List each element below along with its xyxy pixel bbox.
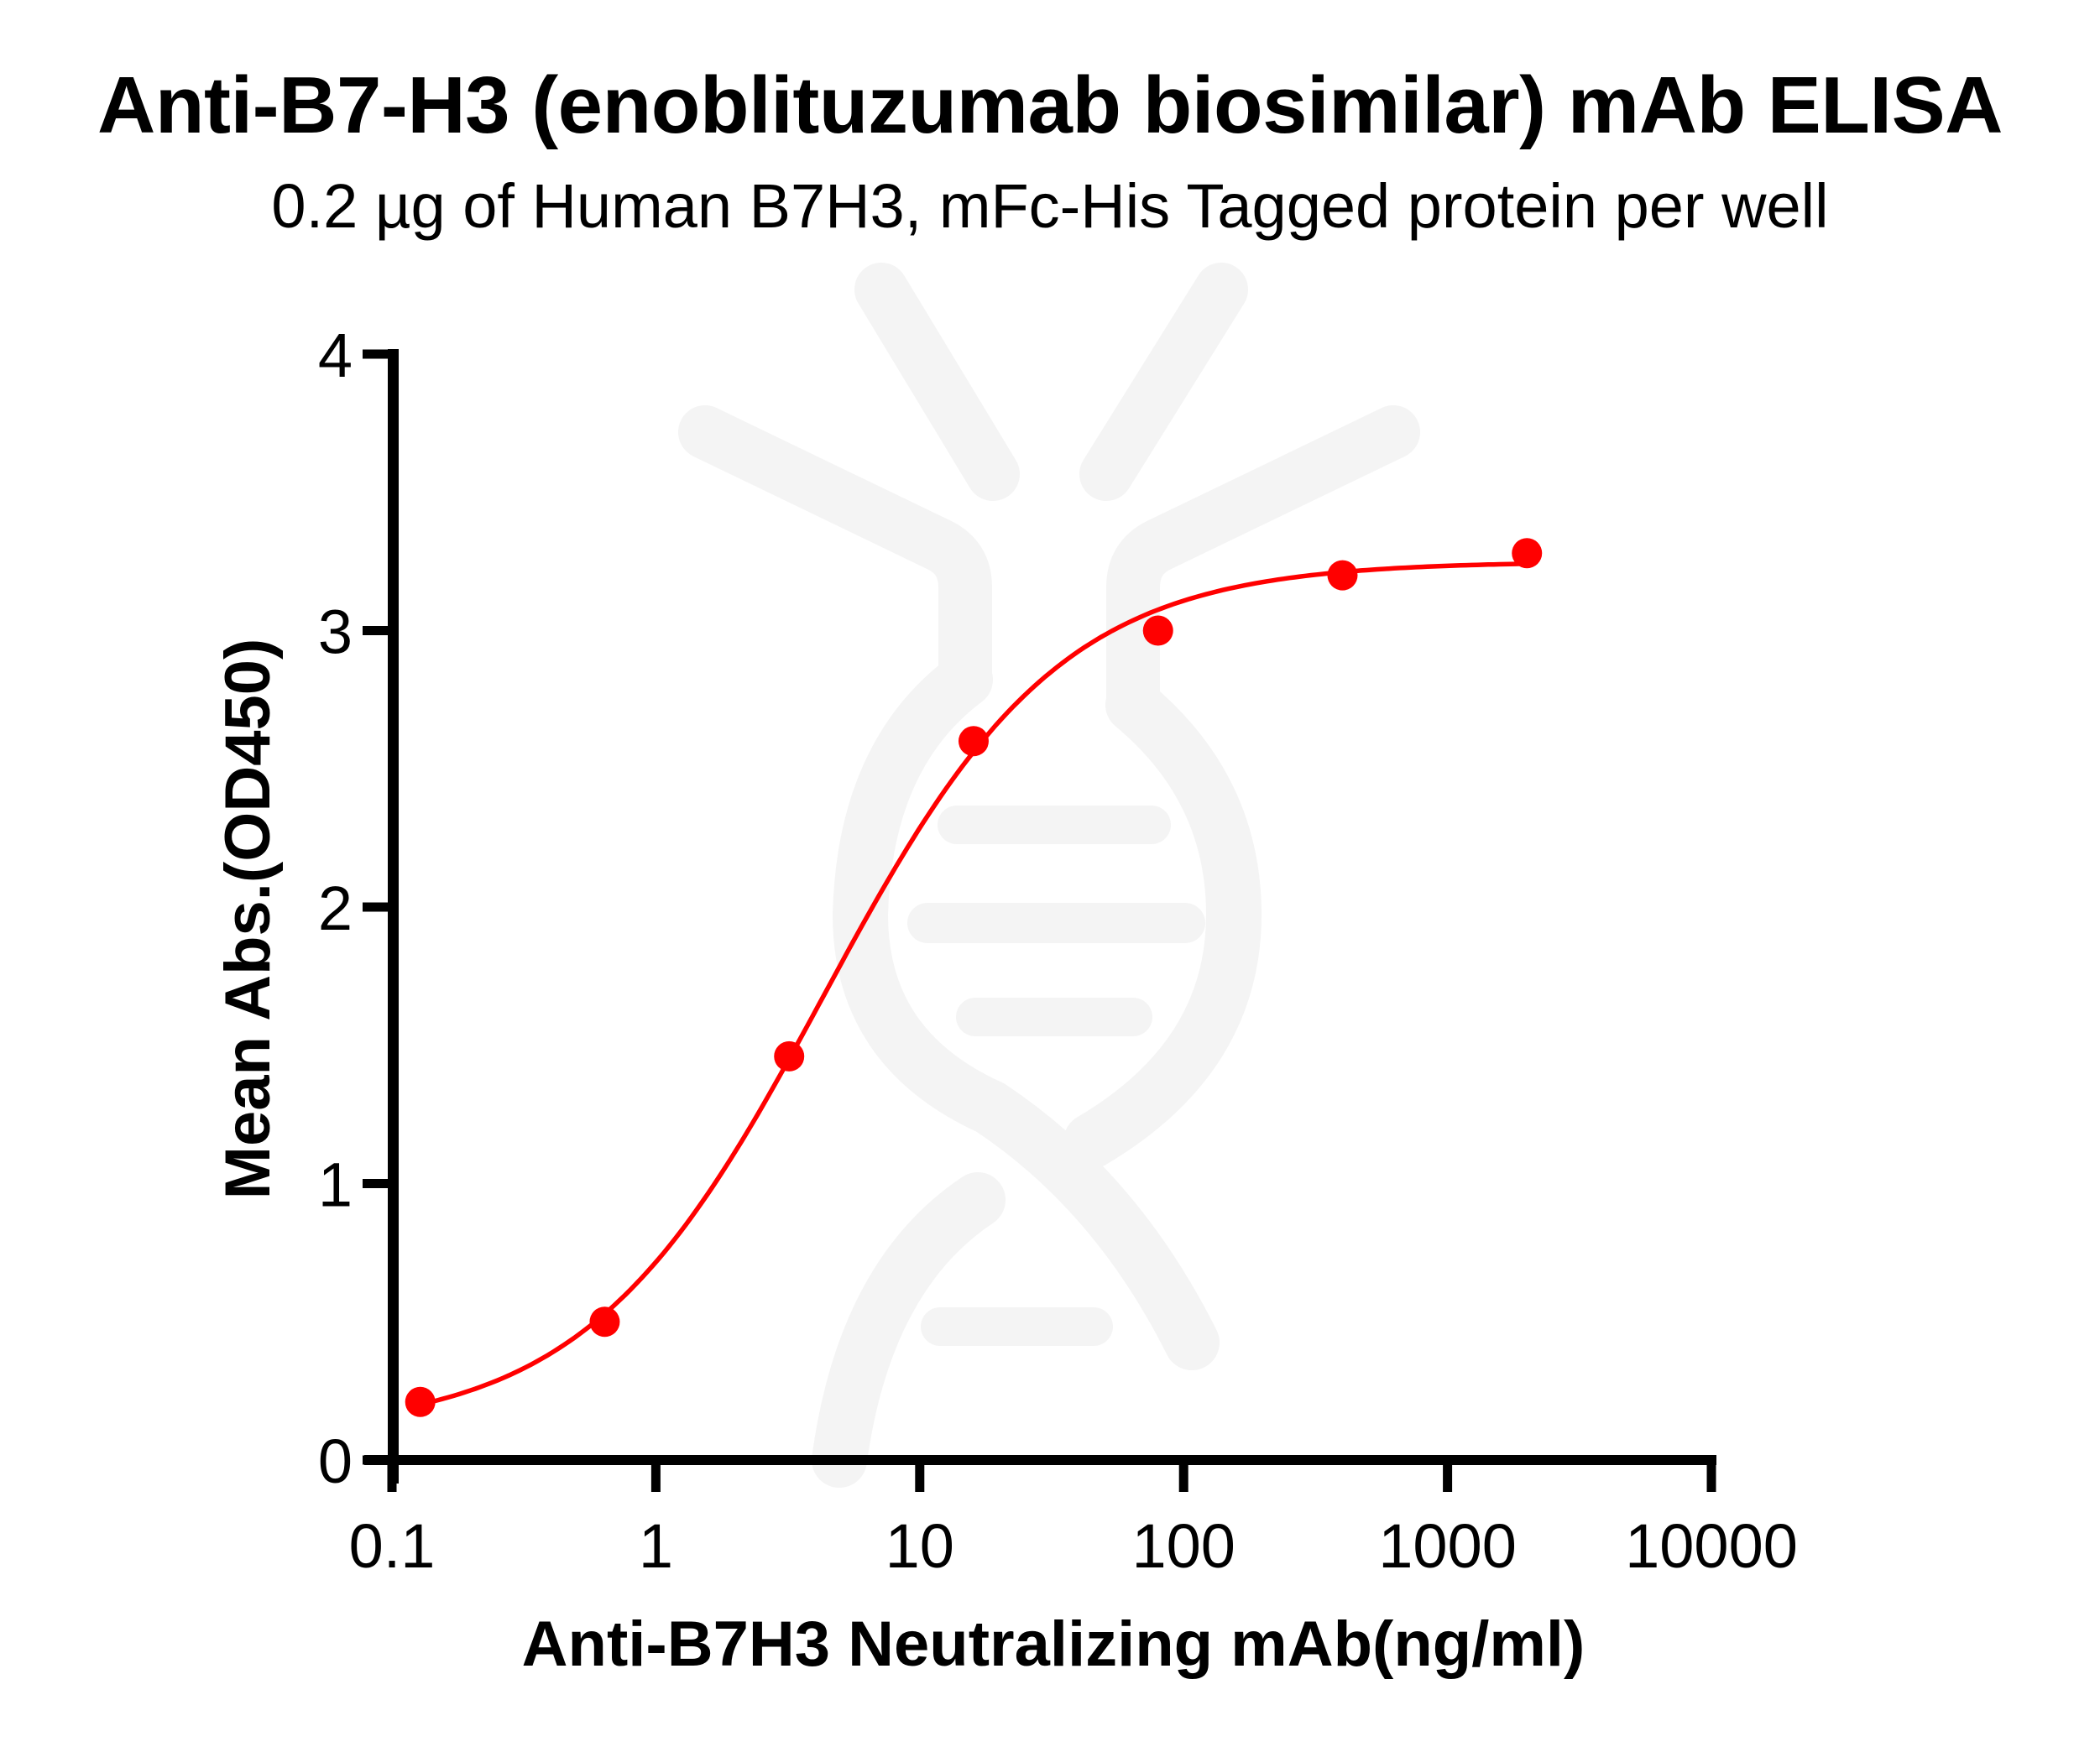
data-point-marker	[958, 726, 989, 757]
data-points	[405, 538, 1543, 1417]
data-point-marker	[774, 1040, 805, 1072]
x-tick-label: 0.1	[349, 1511, 436, 1581]
y-tick-label: 0	[318, 1426, 353, 1496]
x-tick-label: 10	[885, 1511, 954, 1581]
y-tick-label: 4	[318, 321, 353, 390]
x-tick-label: 10000	[1625, 1511, 1798, 1581]
y-tick-label: 1	[318, 1150, 353, 1220]
x-tick-label: 1	[639, 1511, 673, 1581]
y-tick-label: 2	[318, 874, 353, 943]
data-point-marker	[1512, 538, 1543, 569]
data-point-marker	[405, 1386, 436, 1417]
chart-title: Anti-B7-H3 (enoblituzumab biosimilar) mA…	[97, 60, 2003, 150]
data-point-marker	[589, 1306, 620, 1338]
chart-subtitle: 0.2 µg of Human B7H3, mFc-His Tagged pro…	[271, 171, 1829, 241]
x-axis: 0.1 1 10 100 1000 10000	[349, 1455, 1798, 1581]
dna-watermark-icon	[678, 263, 1420, 1488]
x-tick-label: 1000	[1378, 1511, 1517, 1581]
data-point-marker	[1142, 615, 1173, 646]
x-tick-label: 100	[1131, 1511, 1235, 1581]
y-axis: 0 1 2 3 4	[318, 321, 399, 1496]
x-axis-title: Anti-B7H3 Neutralizing mAb(ng/ml)	[522, 1609, 1585, 1680]
data-point-marker	[1327, 560, 1358, 591]
y-axis-title: Mean Abs.(OD450)	[212, 639, 284, 1200]
y-tick-label: 3	[318, 597, 353, 667]
